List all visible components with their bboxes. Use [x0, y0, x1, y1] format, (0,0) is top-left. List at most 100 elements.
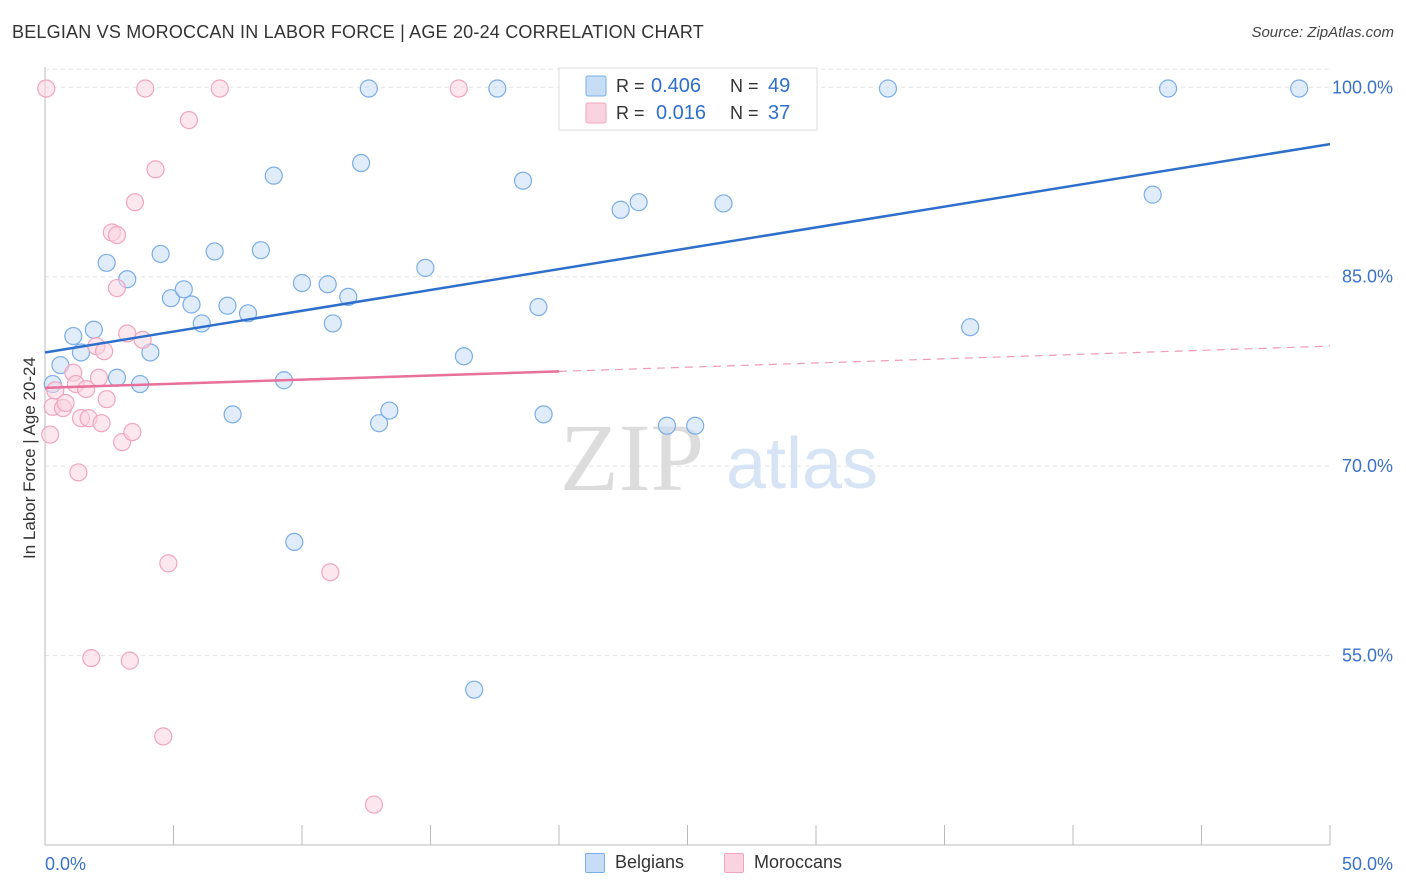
moroccan-point-7: [69, 463, 88, 482]
belgian-point-41: [686, 416, 705, 435]
x-tick-label-min: 0.0%: [45, 854, 86, 874]
legend-label-belgians: Belgians: [615, 852, 685, 872]
moroccan-point-18: [107, 278, 127, 298]
moroccan-point-23: [123, 422, 142, 442]
moroccan-point-26: [136, 79, 155, 98]
moroccan-trend-line: [44, 370, 560, 390]
belgian-point-38: [611, 200, 630, 219]
belgian-point-20: [264, 166, 283, 185]
moroccan-point-25: [133, 330, 152, 349]
belgian-point-34: [488, 79, 507, 98]
belgian-point-14: [192, 314, 211, 333]
y-tick-labels: 55.0% 70.0% 85.0% 100.0%: [1332, 77, 1393, 665]
belgian-point-35: [513, 171, 533, 190]
belgian-point-47: [1158, 79, 1178, 98]
legend-r-label-moroccans: R =: [616, 103, 645, 123]
legend-r-label-belgians: R =: [616, 76, 645, 96]
belgian-point-17: [223, 405, 242, 424]
belgian-point-30: [380, 401, 399, 420]
moroccan-point-35: [37, 79, 56, 98]
moroccan-point-14: [92, 414, 111, 433]
legend-swatch-moroccans: [585, 102, 607, 124]
moroccan-point-34: [449, 79, 468, 98]
legend-swatch-moroccans-bottom: [724, 852, 744, 873]
moroccan-point-9: [77, 379, 96, 399]
y-tick-label-100: 100.0%: [1332, 77, 1393, 97]
legend-n-value-belgians: 49: [768, 75, 790, 97]
legend-swatch-belgians: [585, 75, 607, 97]
belgian-trend-line: [44, 142, 1331, 354]
moroccan-point-24: [125, 193, 145, 212]
grid-lines: [45, 68, 1330, 657]
belgian-point-48: [1290, 79, 1309, 98]
belgian-point-22: [285, 532, 304, 552]
belgian-point-10: [151, 244, 170, 264]
watermark-zip: ZIP: [560, 404, 704, 511]
chart-title: BELGIAN VS MOROCCAN IN LABOR FORCE | AGE…: [12, 22, 704, 42]
legend-r-value-moroccans: 0.016: [656, 102, 706, 124]
moroccan-point-2: [46, 381, 65, 400]
belgian-point-16: [218, 296, 237, 315]
y-tick-label-70: 70.0%: [1342, 456, 1393, 476]
moroccan-point-31: [210, 79, 229, 98]
legend-swatch-belgians-bottom: [585, 852, 605, 873]
moroccan-point-0: [41, 425, 60, 444]
moroccan-point-33: [364, 795, 384, 814]
moroccan-point-30: [179, 110, 199, 130]
moroccan-point-28: [154, 727, 173, 746]
legend-stats-box: R = 0.406 N = 49 R = 0.016 N = 37: [558, 67, 818, 131]
y-tick-label-85: 85.0%: [1342, 267, 1393, 287]
belgian-point-28: [359, 79, 378, 98]
belgian-point-6: [107, 368, 127, 387]
belgian-point-18: [238, 304, 258, 323]
belgian-point-19: [251, 241, 270, 260]
watermark-atlas: atlas: [726, 424, 878, 504]
watermark: ZIP atlas: [560, 404, 878, 511]
legend-item-belgians[interactable]: Belgians: [585, 852, 684, 873]
chart-source: Source: ZipAtlas.com: [1251, 24, 1394, 41]
x-tick-label-max: 50.0%: [1342, 854, 1393, 874]
legend-item-moroccans[interactable]: Moroccans: [724, 852, 842, 873]
belgian-point-32: [454, 347, 474, 366]
belgian-point-45: [961, 318, 980, 337]
belgian-point-15: [205, 242, 224, 261]
belgian-point-24: [318, 275, 337, 294]
moroccan-trend-line-extension: [558, 345, 1331, 373]
belgian-point-2: [64, 326, 83, 346]
legend-label-moroccans: Moroccans: [754, 852, 843, 872]
moroccan-point-19: [107, 225, 127, 245]
legend-n-label-moroccans: N =: [730, 103, 759, 123]
belgian-point-23: [292, 273, 312, 293]
moroccan-point-4: [56, 393, 75, 413]
belgian-point-11: [161, 289, 181, 308]
belgian-point-31: [416, 258, 435, 277]
moroccan-point-15: [95, 342, 114, 361]
legend-n-value-moroccans: 37: [768, 102, 790, 124]
belgian-point-4: [84, 320, 103, 339]
belgian-point-29: [370, 414, 389, 433]
belgian-point-44: [878, 79, 898, 98]
belgian-point-25: [323, 314, 342, 333]
moroccan-point-32: [321, 563, 340, 582]
belgian-point-40: [657, 416, 677, 435]
belgian-point-27: [352, 153, 371, 173]
belgian-point-26: [339, 287, 358, 306]
legend-r-value-belgians: 0.406: [651, 75, 701, 97]
axes: [44, 67, 1331, 846]
belgian-point-5: [97, 253, 116, 272]
moroccan-point-29: [159, 554, 178, 573]
belgian-point-37: [534, 405, 553, 424]
belgian-point-42: [714, 194, 733, 213]
belgian-point-39: [629, 193, 648, 212]
moroccan-point-11: [82, 648, 101, 668]
trend-lines: [44, 142, 1331, 390]
belgian-point-13: [182, 295, 201, 314]
moroccan-point-13: [89, 368, 109, 387]
x-tick-labels: 0.0% 50.0%: [45, 854, 1393, 874]
moroccan-point-27: [146, 160, 165, 179]
belgian-point-36: [529, 297, 548, 317]
y-tick-label-55: 55.0%: [1342, 646, 1393, 666]
moroccan-point-22: [120, 651, 139, 670]
legend-n-label-belgians: N =: [730, 76, 759, 96]
